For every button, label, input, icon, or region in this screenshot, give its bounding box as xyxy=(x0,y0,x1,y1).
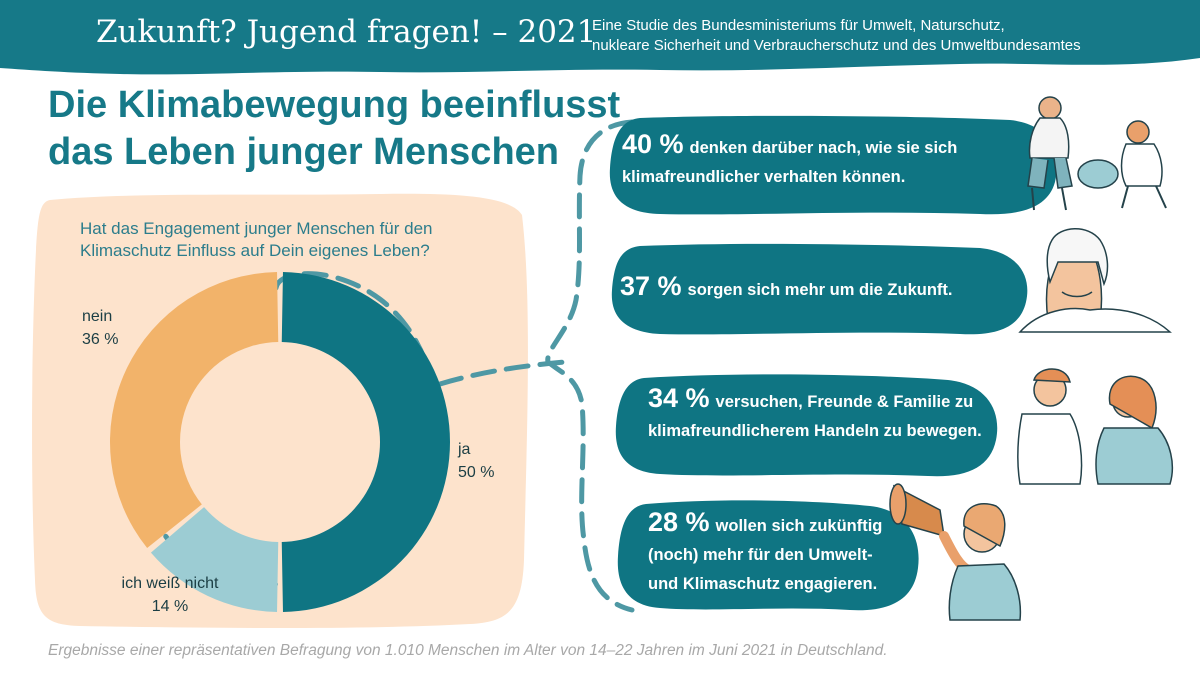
segment-label-unsure: ich weiß nicht 14 % xyxy=(100,572,240,618)
stat-1-percent: 40 % xyxy=(622,129,684,159)
chart-question-line2: Klimaschutz Einfluss auf Dein eigenes Le… xyxy=(80,241,430,260)
segment-label-nein-name: nein xyxy=(82,308,113,325)
banner-subtitle-line2: nukleare Sicherheit und Verbraucherschut… xyxy=(592,37,1081,54)
stat-bubble-1 xyxy=(609,115,1057,215)
banner-title: Zukunft? Jugend fragen! – 2021 xyxy=(96,14,597,50)
stat-4-desc1: wollen sich zukünftig xyxy=(715,517,883,535)
page-headline: Die Klimabewegung beeinflusst das Leben … xyxy=(48,82,620,176)
stat-text-4: 28 % wollen sich zukünftig (noch) mehr fü… xyxy=(648,508,882,599)
stat-4-percent: 28 % xyxy=(648,507,710,537)
stat-1-line1: 40 % denken darüber nach, wie sie sich xyxy=(622,130,957,163)
headline-line1: Die Klimabewegung beeinflusst xyxy=(48,84,621,126)
header-banner xyxy=(0,0,1200,75)
donut-segment-1 xyxy=(150,507,279,612)
donut-segment-2 xyxy=(109,272,279,549)
segment-label-ja-value: 50 % xyxy=(458,464,495,481)
stat-4-line1: 28 % wollen sich zukünftig xyxy=(648,508,882,541)
stat-3-desc1: versuchen, Freunde & Familie zu xyxy=(715,393,974,411)
stat-1-line2: klimafreundlicher verhalten können. xyxy=(622,168,906,186)
segment-label-nein: nein 36 % xyxy=(82,305,118,351)
stat-3-line2: klimafreundlicherem Handeln zu bewegen. xyxy=(648,422,982,440)
stat-bubble-3 xyxy=(615,374,998,477)
stat-2-desc1: sorgen sich mehr um die Zukunft. xyxy=(687,281,953,299)
illustration-talking-people xyxy=(1017,368,1174,485)
stat-4-line2: (noch) mehr für den Umwelt- xyxy=(648,546,873,564)
stat-bubble-4 xyxy=(617,500,919,611)
donut-segment-0 xyxy=(281,272,451,612)
stat-2-percent: 37 % xyxy=(620,271,682,301)
segment-label-unsure-value: 14 % xyxy=(151,598,189,615)
segment-label-ja-name: ja xyxy=(458,441,471,458)
stat-3-line1: 34 % versuchen, Freunde & Familie zu xyxy=(648,384,982,417)
footnote: Ergebnisse einer repräsentativen Befragu… xyxy=(48,642,888,659)
banner-subtitle: Eine Studie des Bundesministeriums für U… xyxy=(592,16,1081,56)
segment-label-ja: ja 50 % xyxy=(458,438,494,484)
stat-text-2: 37 % sorgen sich mehr um die Zukunft. xyxy=(620,272,953,305)
stat-1-desc1: denken darüber nach, wie sie sich xyxy=(689,139,958,157)
banner-subtitle-line1: Eine Studie des Bundesministeriums für U… xyxy=(592,17,1005,34)
stat-text-3: 34 % versuchen, Freunde & Familie zu klim… xyxy=(648,384,982,446)
stat-2-line1: 37 % sorgen sich mehr um die Zukunft. xyxy=(620,272,953,305)
stat-bubble-2 xyxy=(611,243,1028,335)
illustration-megaphone-person xyxy=(889,483,1022,621)
stat-text-1: 40 % denken darüber nach, wie sie sich kl… xyxy=(622,130,957,192)
donut-chart xyxy=(109,272,451,612)
headline-line2: das Leben junger Menschen xyxy=(48,131,559,173)
chart-question: Hat das Engagement junger Menschen für d… xyxy=(80,218,433,262)
stat-3-percent: 34 % xyxy=(648,383,710,413)
segment-label-nein-value: 36 % xyxy=(82,331,119,348)
segment-label-unsure-name: ich weiß nicht xyxy=(121,575,219,592)
illustration-cleanup-people xyxy=(1027,96,1167,211)
chart-question-line1: Hat das Engagement junger Menschen für d… xyxy=(80,219,433,238)
illustration-worried-person xyxy=(1018,228,1172,333)
stat-4-line3: und Klimaschutz engagieren. xyxy=(648,575,878,593)
